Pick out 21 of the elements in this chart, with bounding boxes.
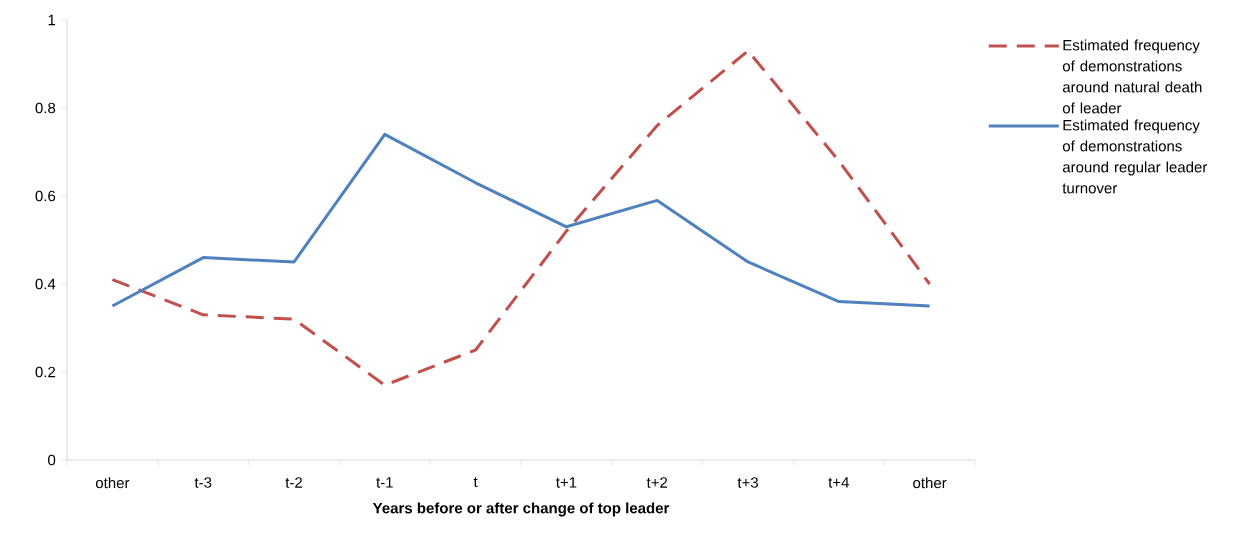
legend-label: Estimated frequency of demonstrations around natural death of leader: [1062, 39, 1202, 114]
x-tick-label: t: [473, 477, 478, 488]
x-tick-label: t-2: [285, 477, 303, 488]
y-tick-label: 1: [48, 14, 56, 26]
y-tick-label: 0.4: [35, 278, 56, 290]
x-axis-title: Years before or after change of top leader: [372, 502, 670, 517]
x-tick-label: t+4: [828, 477, 850, 488]
x-tick-label: t-3: [194, 477, 212, 488]
x-tick-label: t+2: [646, 477, 668, 488]
line-series: [110, 132, 932, 308]
legend-label: Estimated frequency of demonstrations around regular leader turnover: [1062, 119, 1208, 194]
y-tick-label: 0: [48, 454, 56, 466]
x-tick-label: t+1: [556, 477, 577, 488]
x-tick-label: t-1: [376, 477, 393, 488]
line-series: [110, 49, 932, 387]
y-tick-label: 0.2: [35, 366, 56, 378]
x-tick-label: other: [95, 477, 130, 489]
y-tick-label: 0.8: [35, 102, 56, 114]
y-tick-label: 0.6: [35, 190, 56, 202]
x-tick-label: t+3: [737, 477, 758, 488]
x-tick-label: other: [913, 477, 947, 489]
